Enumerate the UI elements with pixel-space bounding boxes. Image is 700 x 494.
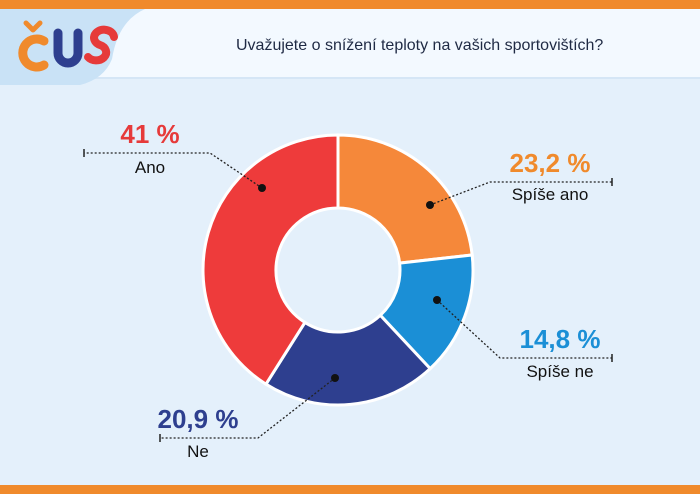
category-label: Spíše ano [512, 185, 589, 204]
category-label: Ano [135, 158, 165, 177]
leader-lines [83, 149, 613, 442]
bottom-accent-bar [0, 485, 700, 494]
donut-slices [201, 133, 475, 407]
leader-line [84, 152, 263, 189]
leader-line [436, 299, 612, 359]
survey-question: Uvažujete o snížení teploty na vašich sp… [236, 37, 604, 54]
leader-dot [258, 184, 266, 192]
leader-dot [331, 374, 339, 382]
cus-logo [0, 9, 145, 85]
category-label: Spíše ne [526, 362, 593, 381]
leader-dot [433, 296, 441, 304]
category-label: Ne [187, 442, 209, 461]
slice-ano [201, 133, 340, 387]
value-label: 14,8 % [520, 324, 601, 354]
leader-line [160, 377, 336, 439]
value-label: 23,2 % [510, 148, 591, 178]
data-labels: 23,2 % Spíše ano 14,8 % Spíše ne 20,9 % Ne 41 … [120, 119, 600, 461]
leader-line [429, 181, 612, 206]
top-accent-bar [0, 0, 700, 9]
slice-spise-ano [336, 133, 474, 265]
header-divider [0, 77, 700, 79]
leader-dot [426, 201, 434, 209]
logo-mark [18, 20, 118, 72]
value-label: 20,9 % [158, 404, 239, 434]
value-label: 41 % [120, 119, 179, 149]
slice-ne [263, 313, 433, 407]
